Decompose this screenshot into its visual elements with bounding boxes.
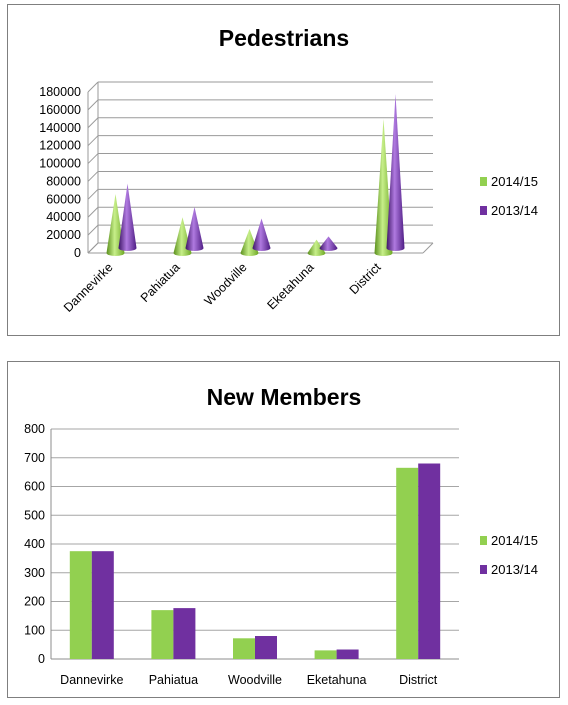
y-tick-label: 800 xyxy=(24,422,45,436)
bar-2013-14-woodville xyxy=(255,636,277,659)
y-tick-label: 300 xyxy=(24,566,45,580)
gridline-diag xyxy=(87,153,99,164)
x-tick-label: Pahiatua xyxy=(149,673,198,687)
legend-label-2014-15: 2014/15 xyxy=(491,174,538,189)
cone-2013-14-pahiatua xyxy=(185,206,204,251)
y-tick-label: 180000 xyxy=(39,85,81,99)
gridlines xyxy=(87,81,434,254)
x-tick-label: Woodville xyxy=(202,260,250,308)
bar-2014-15-eketahuna xyxy=(314,650,337,659)
gridline-diag xyxy=(87,117,99,129)
legend-label-2014-15: 2014/15 xyxy=(491,533,538,548)
y-tick-label: 600 xyxy=(24,480,45,494)
x-tick-label: District xyxy=(347,260,384,297)
bar-2014-15-dannevirke xyxy=(69,551,92,659)
x-tick-label: Pahiatua xyxy=(138,260,183,305)
cone-2014-15-eketahuna xyxy=(307,239,326,256)
gridline-diag xyxy=(87,81,99,93)
legend: 2014/15 2013/14 xyxy=(480,533,538,577)
bar-2013-14-district xyxy=(418,463,441,659)
y-tick-label: 500 xyxy=(24,508,45,522)
y-tick-label: 100 xyxy=(24,623,45,637)
y-tick-label: 700 xyxy=(24,451,45,465)
bar-2014-15-pahiatua xyxy=(151,610,174,659)
bar-2013-14-dannevirke xyxy=(91,551,114,659)
gridline-diag xyxy=(87,188,99,200)
gridline-diag xyxy=(87,224,99,236)
new-members-chart-panel: New Members 0 100 200 300 400 500 600 700 800 Da… xyxy=(7,361,560,698)
cone-2013-14-dannevirke xyxy=(118,183,137,251)
gridline-diag xyxy=(87,206,99,218)
chart-title: New Members xyxy=(207,384,362,410)
y-tick-label: 80000 xyxy=(46,174,81,188)
x-tick-label: Dannevirke xyxy=(60,673,123,687)
x-tick-label: Dannevirke xyxy=(61,260,116,315)
new-members-chart: New Members 0 100 200 300 400 500 600 700 800 Da… xyxy=(24,384,538,687)
chart-title: Pedestrians xyxy=(219,25,349,51)
bar-2014-15-woodville xyxy=(233,638,255,659)
y-tick-label: 0 xyxy=(38,652,45,666)
cone-2013-14-eketahuna xyxy=(319,236,338,251)
cone-2013-14-woodville xyxy=(252,218,271,251)
legend-swatch-2013-14 xyxy=(480,206,487,215)
legend-label-2013-14: 2013/14 xyxy=(491,562,538,577)
cone-2014-15-district xyxy=(374,118,393,257)
legend-swatch-2014-15 xyxy=(480,177,487,186)
pedestrians-chart-panel: Pedestrians 0 20000 40000 60000 80000 100000 1… xyxy=(7,4,560,336)
floor-right-edge xyxy=(422,242,434,254)
y-tick-label: 140000 xyxy=(39,121,81,135)
x-tick-label: Eketahuna xyxy=(307,673,367,687)
y-tick-label: 200 xyxy=(24,595,45,609)
y-tick-label: 120000 xyxy=(39,139,81,153)
gridline-diag xyxy=(87,242,99,254)
y-tick-label: 20000 xyxy=(46,228,81,242)
y-tick-label: 100000 xyxy=(39,157,81,171)
x-axis-ticks: Dannevirke Pahiatua Woodville Eketahuna Dist… xyxy=(60,673,438,687)
legend: 2014/15 2013/14 xyxy=(480,174,538,218)
x-tick-label: District xyxy=(399,673,438,687)
gridline-diag xyxy=(87,135,99,147)
chart-marks xyxy=(106,94,405,257)
legend-swatch-2013-14 xyxy=(480,565,487,574)
y-axis-ticks: 0 100 200 300 400 500 600 700 800 xyxy=(24,422,45,666)
y-tick-label: 160000 xyxy=(39,103,81,117)
x-axis-ticks: Dannevirke Pahiatua Woodville Eketahuna Dist… xyxy=(61,260,384,315)
x-tick-label: Woodville xyxy=(228,673,282,687)
legend-swatch-2014-15 xyxy=(480,536,487,545)
y-tick-label: 400 xyxy=(24,537,45,551)
cone-2013-14-district xyxy=(386,94,405,252)
y-tick-label: 60000 xyxy=(46,192,81,206)
chart-marks xyxy=(69,463,441,659)
gridline-diag xyxy=(87,99,99,111)
gridlines xyxy=(50,428,459,660)
y-tick-label: 40000 xyxy=(46,210,81,224)
bar-2014-15-district xyxy=(396,467,419,659)
x-tick-label: Eketahuna xyxy=(264,260,316,312)
y-axis-ticks: 0 20000 40000 60000 80000 100000 120000 140000 1… xyxy=(39,85,81,260)
pedestrians-chart: Pedestrians 0 20000 40000 60000 80000 100000 1… xyxy=(39,25,538,315)
bar-2013-14-pahiatua xyxy=(173,608,196,659)
legend-label-2013-14: 2013/14 xyxy=(491,203,538,218)
gridline-diag xyxy=(87,171,99,182)
y-tick-label: 0 xyxy=(74,246,81,260)
bar-2013-14-eketahuna xyxy=(336,649,359,659)
